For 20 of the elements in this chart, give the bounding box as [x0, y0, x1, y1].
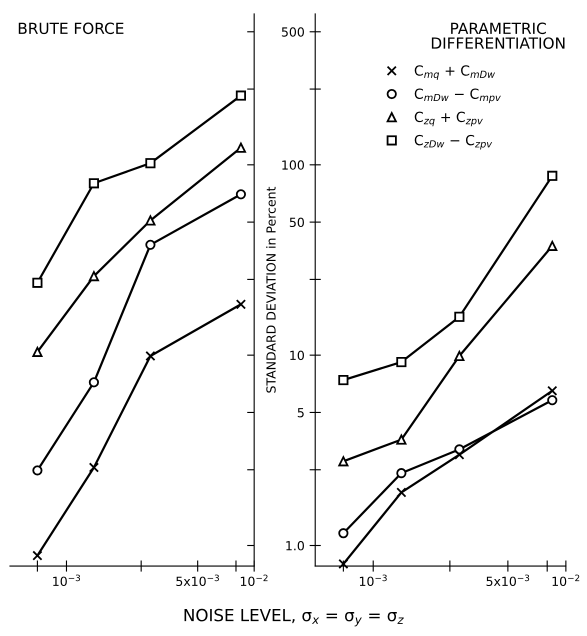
- y-tick-label: 100: [282, 160, 304, 170]
- x-tick-label: 5x10$^{−3}$: [486, 574, 530, 586]
- y-axis-title: STANDARD DEVIATION in Percent: [266, 186, 276, 393]
- x-axis-title: NOISE LEVEL, σ$_{x}$ = σ$_{y}$ = σ$_{z}$: [184, 608, 404, 626]
- y-tick-label: 10: [290, 350, 304, 360]
- y-tick-label: 50: [290, 218, 304, 228]
- text: PARAMETRIC DIFFERENTIATION: [432, 22, 564, 49]
- x-tick-label: 10$^{−3}$: [53, 574, 80, 586]
- legend-label: C$_{mDw}$ − C$_{mpv}$: [414, 88, 501, 104]
- x-tick-label: 5x10$^{−3}$: [176, 574, 219, 586]
- x-tick-label: 10$^{−2}$: [552, 574, 580, 586]
- x-tick-label: 10$^{−2}$: [240, 574, 268, 586]
- legend-label: C$_{mq}$ + C$_{mDw}$: [414, 65, 496, 80]
- y-tick-label: 1.0: [286, 540, 304, 550]
- chart-title: BRUTE FORCE: [18, 22, 124, 34]
- legend-label: C$_{zDw}$ − C$_{zpv}$: [414, 134, 492, 150]
- y-tick-label: 500: [282, 27, 304, 37]
- legend-label: C$_{zq}$ + C$_{zpv}$: [414, 112, 483, 126]
- x-tick-label: 10$^{−3}$: [360, 574, 387, 586]
- y-tick-label: 5: [298, 408, 304, 418]
